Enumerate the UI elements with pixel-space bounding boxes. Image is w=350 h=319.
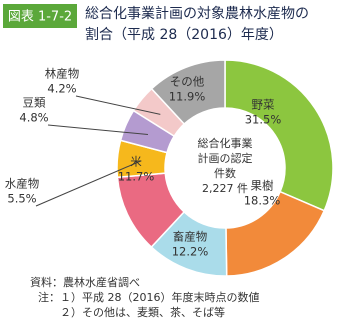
source: 資料：農林水産省調べ <box>30 275 140 289</box>
figure-label-box <box>3 4 77 28</box>
center-text: 計画の認定 <box>198 151 253 165</box>
center-text: 2,227 件 <box>202 182 248 195</box>
center-text: 件数 <box>214 167 236 180</box>
segment-label: 林産物 <box>45 67 80 81</box>
value-label: 4.2% <box>47 82 76 96</box>
note: １）平成 28（2016）年度末時点の数値 <box>60 290 260 304</box>
value-label: 11.9% <box>169 90 206 104</box>
donut-segment <box>224 59 334 212</box>
notes-label: 注： <box>38 290 60 304</box>
title-line: 総合化事業計画の対象農林水産物の <box>85 6 309 22</box>
segment-label: 豆類 <box>23 96 46 110</box>
segment-label: その他 <box>170 75 205 89</box>
title-line: 割合（平成 28（2016）年度） <box>85 26 283 43</box>
leader-line <box>47 124 148 136</box>
donut-segment <box>150 59 226 126</box>
note: ２）その他は、麦類、茶、そば等 <box>60 305 225 319</box>
segment-label: 畜産物 <box>173 230 208 244</box>
segment-label: 水産物 <box>5 177 40 191</box>
figure-label: 図表 1-7-2 <box>8 10 72 25</box>
segment-label: 米 <box>130 155 142 169</box>
value-label: 4.8% <box>19 111 48 125</box>
value-label: 5.5% <box>7 192 36 206</box>
value-label: 18.3% <box>244 194 281 208</box>
value-label: 12.2% <box>172 245 209 259</box>
segment-label: 野菜 <box>252 98 275 112</box>
value-label: 11.7% <box>118 170 155 184</box>
leader-line <box>35 160 142 207</box>
donut <box>35 59 334 277</box>
leader-line <box>75 95 161 115</box>
center-text: 総合化事業 <box>198 136 253 150</box>
value-label: 31.5% <box>245 113 282 127</box>
segment-label: 果樹 <box>251 179 274 193</box>
